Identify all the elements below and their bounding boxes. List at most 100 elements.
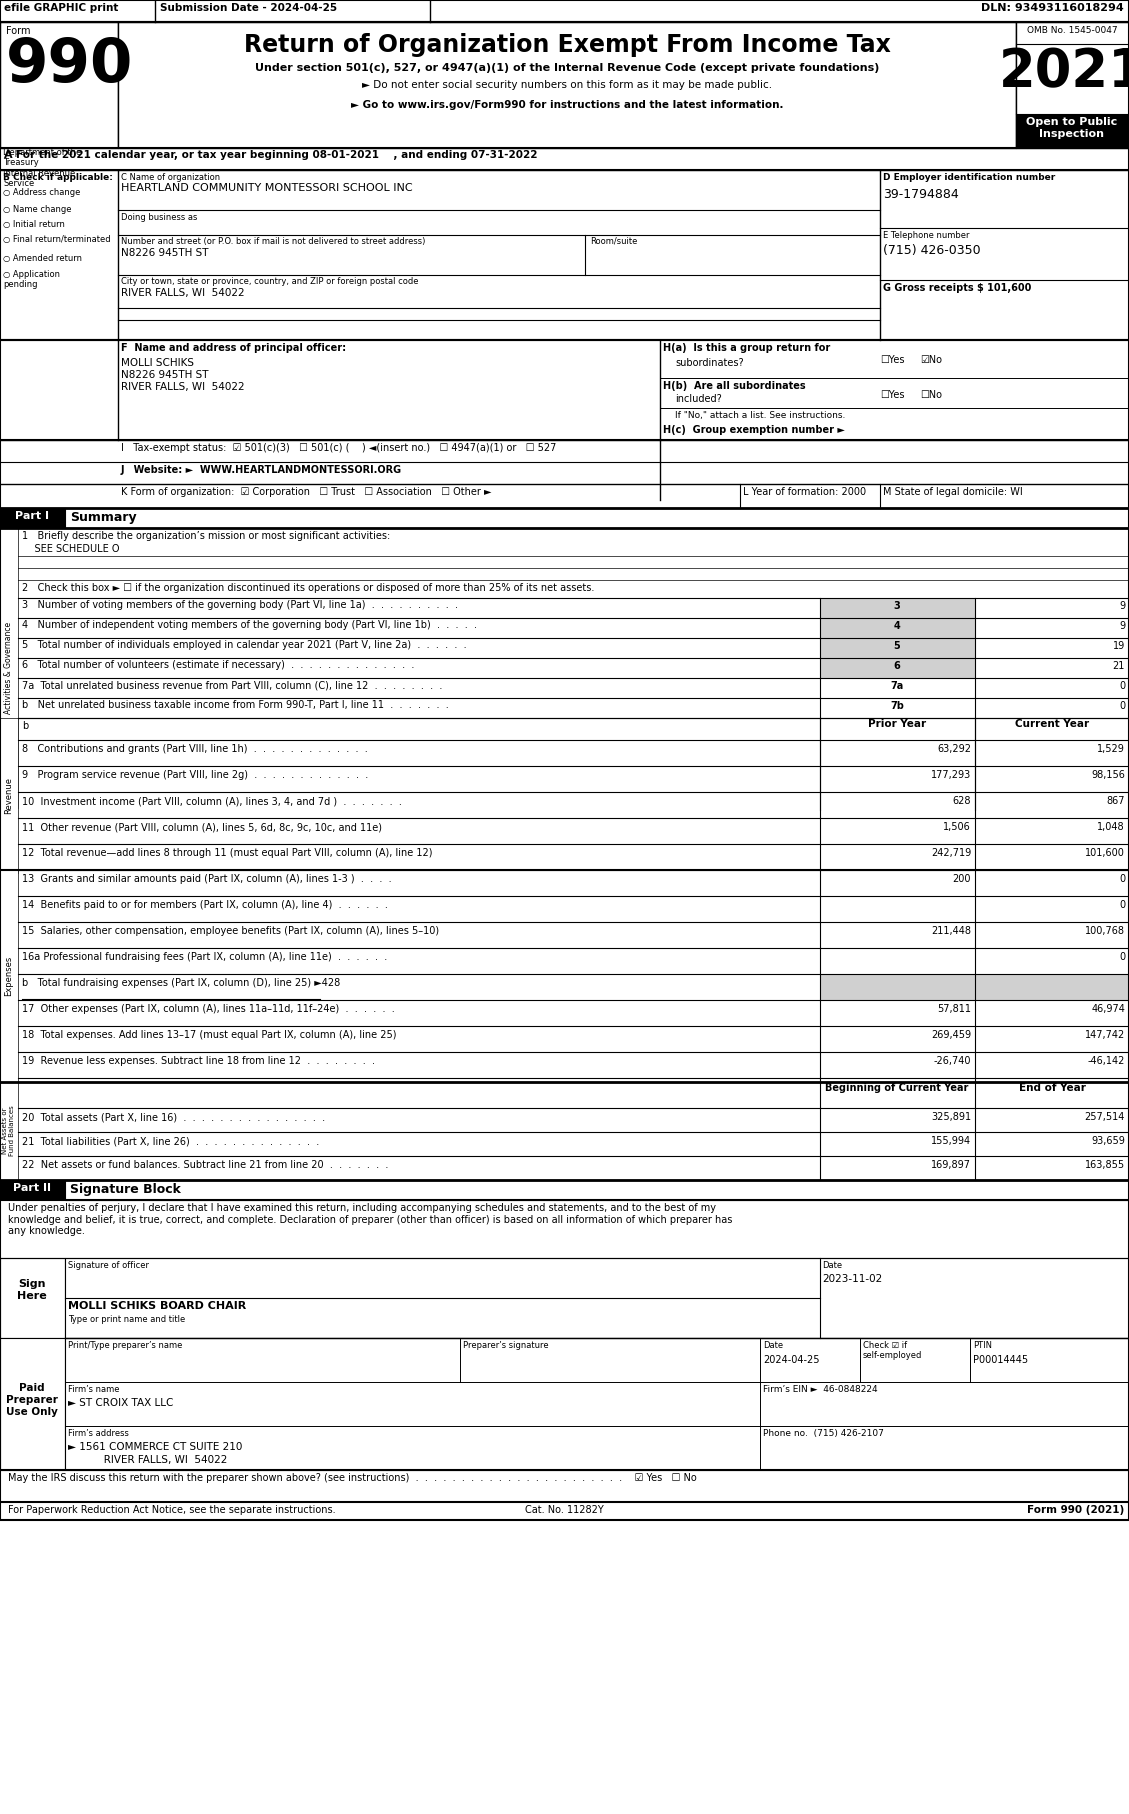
Bar xyxy=(975,698,1129,718)
Text: 269,459: 269,459 xyxy=(931,1030,971,1039)
Text: 46,974: 46,974 xyxy=(1091,1003,1124,1014)
Text: 9   Program service revenue (Part VIII, line 2g)  .  .  .  .  .  .  .  .  .  .  : 9 Program service revenue (Part VIII, li… xyxy=(21,769,368,780)
Text: 2023-11-02: 2023-11-02 xyxy=(822,1273,882,1284)
Text: 19  Revenue less expenses. Subtract line 18 from line 12  .  .  .  .  .  .  .  .: 19 Revenue less expenses. Subtract line … xyxy=(21,1056,375,1067)
Text: OMB No. 1545-0047: OMB No. 1545-0047 xyxy=(1026,25,1118,34)
Bar xyxy=(975,1081,1129,1108)
Text: G Gross receipts $ 101,600: G Gross receipts $ 101,600 xyxy=(883,283,1032,294)
Text: Signature of officer: Signature of officer xyxy=(68,1261,149,1270)
Bar xyxy=(0,1339,65,1469)
Bar xyxy=(820,599,975,619)
Text: N8226 945TH ST: N8226 945TH ST xyxy=(121,370,209,379)
Text: For the 2021 calendar year, or tax year beginning 08-01-2021    , and ending 07-: For the 2021 calendar year, or tax year … xyxy=(16,151,537,160)
Text: Firm’s EIN ►  46-0848224: Firm’s EIN ► 46-0848224 xyxy=(763,1386,877,1393)
Text: Revenue: Revenue xyxy=(5,776,14,813)
Text: 1   Briefly describe the organization’s mission or most significant activities:: 1 Briefly describe the organization’s mi… xyxy=(21,532,391,541)
Bar xyxy=(1016,114,1129,149)
Text: ○ Initial return: ○ Initial return xyxy=(3,219,64,229)
Text: 2024-04-25: 2024-04-25 xyxy=(763,1355,820,1364)
Text: Firm’s name: Firm’s name xyxy=(68,1386,120,1393)
Text: Summary: Summary xyxy=(70,512,137,524)
Text: 9: 9 xyxy=(1119,620,1124,631)
Text: 155,994: 155,994 xyxy=(931,1136,971,1146)
Bar xyxy=(820,639,975,658)
Text: HEARTLAND COMMUNITY MONTESSORI SCHOOL INC: HEARTLAND COMMUNITY MONTESSORI SCHOOL IN… xyxy=(121,183,412,192)
Text: C Name of organization: C Name of organization xyxy=(121,172,220,181)
Text: End of Year: End of Year xyxy=(1018,1083,1085,1094)
Text: Firm’s address: Firm’s address xyxy=(68,1429,129,1439)
Bar xyxy=(820,599,975,617)
Text: 3   Number of voting members of the governing body (Part VI, line 1a)  .  .  .  : 3 Number of voting members of the govern… xyxy=(21,600,458,610)
Text: 628: 628 xyxy=(953,796,971,805)
Text: 101,600: 101,600 xyxy=(1085,847,1124,858)
Bar xyxy=(65,1179,1129,1201)
Text: Open to Public
Inspection: Open to Public Inspection xyxy=(1026,116,1118,138)
Bar xyxy=(975,599,1129,617)
Text: 10  Investment income (Part VIII, column (A), lines 3, 4, and 7d )  .  .  .  .  : 10 Investment income (Part VIII, column … xyxy=(21,796,402,805)
Text: 14  Benefits paid to or for members (Part IX, column (A), line 4)  .  .  .  .  .: 14 Benefits paid to or for members (Part… xyxy=(21,900,388,911)
Text: 15  Salaries, other compensation, employee benefits (Part IX, column (A), lines : 15 Salaries, other compensation, employe… xyxy=(21,925,439,936)
Bar xyxy=(820,658,975,678)
Text: 0: 0 xyxy=(1119,952,1124,961)
Bar xyxy=(820,639,975,658)
Text: ○ Application
pending: ○ Application pending xyxy=(3,270,60,290)
Text: 18  Total expenses. Add lines 13–17 (must equal Part IX, column (A), line 25): 18 Total expenses. Add lines 13–17 (must… xyxy=(21,1030,396,1039)
Text: I   Tax-exempt status:  ☑ 501(c)(3)   ☐ 501(c) (    ) ◄(insert no.)   ☐ 4947(a)(: I Tax-exempt status: ☑ 501(c)(3) ☐ 501(c… xyxy=(121,443,557,454)
Bar xyxy=(65,1257,1129,1339)
Bar xyxy=(975,658,1129,678)
Text: 0: 0 xyxy=(1119,874,1124,883)
Text: 147,742: 147,742 xyxy=(1085,1030,1124,1039)
Text: b: b xyxy=(21,720,28,731)
Text: 8   Contributions and grants (Part VIII, line 1h)  .  .  .  .  .  .  .  .  .  . : 8 Contributions and grants (Part VIII, l… xyxy=(21,744,368,755)
Text: Preparer’s signature: Preparer’s signature xyxy=(463,1341,549,1350)
Text: RIVER FALLS, WI  54022: RIVER FALLS, WI 54022 xyxy=(68,1455,227,1466)
Text: included?: included? xyxy=(675,394,721,405)
Text: ○ Address change: ○ Address change xyxy=(3,189,80,198)
Text: K Form of organization:  ☑ Corporation   ☐ Trust   ☐ Association   ☐ Other ►: K Form of organization: ☑ Corporation ☐ … xyxy=(121,486,491,497)
Text: A: A xyxy=(5,151,12,160)
Bar xyxy=(0,0,1129,22)
Text: Date: Date xyxy=(822,1261,842,1270)
Text: MOLLI SCHIKS: MOLLI SCHIKS xyxy=(121,357,194,368)
Text: 21: 21 xyxy=(1112,660,1124,671)
Text: 9: 9 xyxy=(1119,600,1124,611)
Text: If "No," attach a list. See instructions.: If "No," attach a list. See instructions… xyxy=(675,412,846,421)
Text: 63,292: 63,292 xyxy=(937,744,971,755)
Text: 0: 0 xyxy=(1119,700,1124,711)
Text: Print/Type preparer’s name: Print/Type preparer’s name xyxy=(68,1341,183,1350)
Text: H(c)  Group exemption number ►: H(c) Group exemption number ► xyxy=(663,424,844,435)
Text: F  Name and address of principal officer:: F Name and address of principal officer: xyxy=(121,343,347,354)
Text: Expenses: Expenses xyxy=(5,956,14,996)
Bar xyxy=(0,1257,65,1339)
Text: Prior Year: Prior Year xyxy=(868,718,926,729)
Text: (715) 426-0350: (715) 426-0350 xyxy=(883,245,981,258)
Text: 257,514: 257,514 xyxy=(1085,1112,1124,1123)
Text: Number and street (or P.O. box if mail is not delivered to street address): Number and street (or P.O. box if mail i… xyxy=(121,238,426,247)
Text: b   Net unrelated business taxable income from Form 990-T, Part I, line 11  .  .: b Net unrelated business taxable income … xyxy=(21,700,448,709)
Text: PTIN: PTIN xyxy=(973,1341,992,1350)
Text: b   Total fundraising expenses (Part IX, column (D), line 25) ►428: b Total fundraising expenses (Part IX, c… xyxy=(21,978,340,989)
Text: 7a: 7a xyxy=(891,680,903,691)
Text: ○ Amended return: ○ Amended return xyxy=(3,254,82,263)
Text: DLN: 93493116018294: DLN: 93493116018294 xyxy=(981,4,1124,13)
Text: 0: 0 xyxy=(1119,680,1124,691)
Text: 5: 5 xyxy=(894,640,900,651)
Text: Date: Date xyxy=(763,1341,784,1350)
Bar xyxy=(820,698,975,718)
Text: 1,529: 1,529 xyxy=(1097,744,1124,755)
Text: Signature Block: Signature Block xyxy=(70,1183,181,1195)
Text: May the IRS discuss this return with the preparer shown above? (see instructions: May the IRS discuss this return with the… xyxy=(8,1473,697,1484)
Text: Part I: Part I xyxy=(15,512,49,521)
Bar xyxy=(0,528,18,807)
Bar xyxy=(0,0,1129,1520)
Bar xyxy=(1016,22,1129,149)
Text: Return of Organization Exempt From Income Tax: Return of Organization Exempt From Incom… xyxy=(244,33,891,56)
Text: L Year of formation: 2000: L Year of formation: 2000 xyxy=(743,486,866,497)
Text: Submission Date - 2024-04-25: Submission Date - 2024-04-25 xyxy=(160,4,338,13)
Text: MOLLI SCHIKS BOARD CHAIR: MOLLI SCHIKS BOARD CHAIR xyxy=(68,1301,246,1312)
Text: Doing business as: Doing business as xyxy=(121,212,198,221)
Bar xyxy=(975,718,1129,740)
Text: H(b)  Are all subordinates: H(b) Are all subordinates xyxy=(663,381,806,392)
Text: ☐No: ☐No xyxy=(920,390,942,401)
Bar xyxy=(820,619,975,639)
